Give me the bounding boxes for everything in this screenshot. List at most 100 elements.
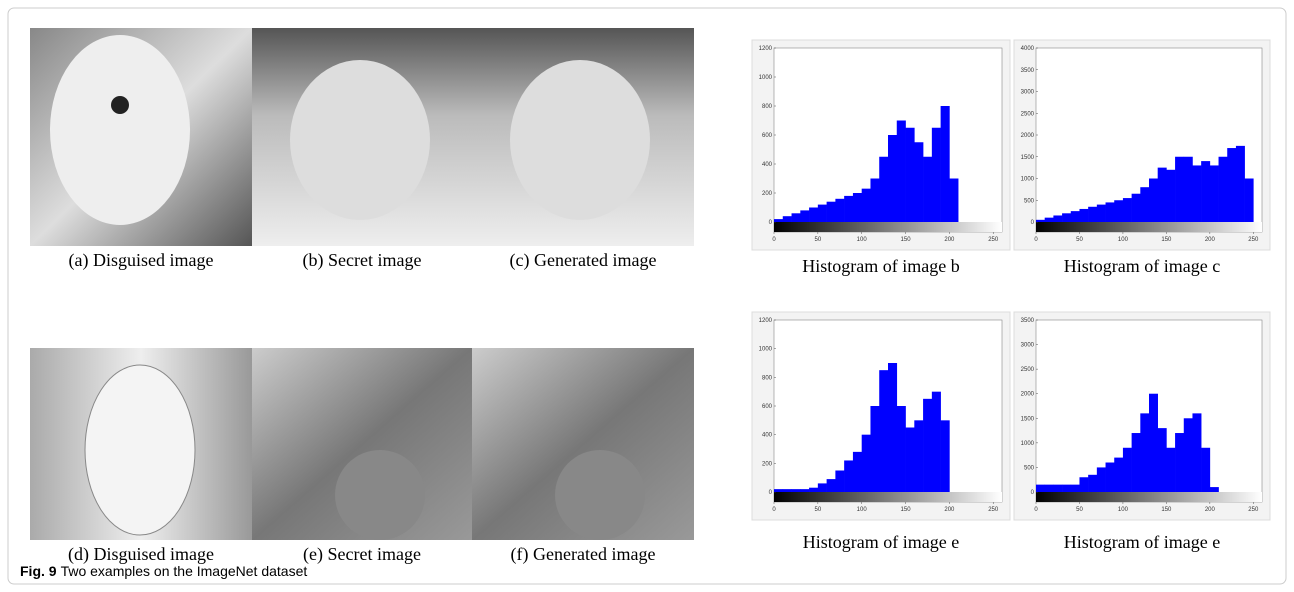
x-tick-label: 200 bbox=[1205, 507, 1216, 513]
histogram-bar bbox=[774, 219, 784, 222]
histogram-bar bbox=[1070, 484, 1080, 492]
x-tick-label: 0 bbox=[772, 507, 776, 513]
histogram-bar bbox=[1036, 484, 1045, 492]
histogram-bar bbox=[782, 216, 792, 222]
colorbar bbox=[774, 222, 1002, 232]
histogram-bar bbox=[844, 195, 854, 222]
panel-label: (d) Disguised image bbox=[68, 544, 214, 565]
y-tick-label: 3500 bbox=[1021, 68, 1035, 74]
x-tick-label: 150 bbox=[1161, 507, 1172, 513]
histogram-bar bbox=[923, 398, 933, 492]
histogram-bar bbox=[905, 127, 915, 222]
x-tick-label: 150 bbox=[1161, 237, 1172, 243]
histogram-bar bbox=[809, 207, 819, 222]
colorbar bbox=[1036, 222, 1262, 232]
x-tick-label: 0 bbox=[1034, 237, 1038, 243]
y-tick-label: 500 bbox=[1024, 198, 1035, 204]
x-tick-label: 200 bbox=[1205, 237, 1216, 243]
y-tick-label: 800 bbox=[762, 104, 773, 110]
histogram-bar bbox=[1053, 215, 1063, 222]
y-tick-label: 0 bbox=[769, 220, 773, 226]
histogram-bar bbox=[1149, 178, 1158, 222]
figure-label: Fig. 9 bbox=[20, 563, 57, 579]
histogram-bar bbox=[852, 451, 862, 492]
x-tick-label: 100 bbox=[857, 237, 868, 243]
histogram-bar bbox=[931, 127, 941, 222]
histogram-bar bbox=[835, 198, 845, 222]
histogram-bar bbox=[782, 489, 792, 492]
x-tick-label: 0 bbox=[772, 237, 776, 243]
panel-label: (a) Disguised image bbox=[69, 250, 214, 271]
y-tick-label: 2000 bbox=[1021, 392, 1035, 398]
histogram-bar bbox=[1044, 484, 1054, 492]
histogram-bar bbox=[791, 213, 801, 222]
histogram-bar bbox=[949, 178, 959, 222]
y-tick-label: 3500 bbox=[1021, 318, 1035, 324]
x-tick-label: 150 bbox=[901, 507, 912, 513]
x-tick-label: 0 bbox=[1034, 507, 1038, 513]
x-tick-label: 200 bbox=[944, 507, 955, 513]
histogram-bar bbox=[1209, 165, 1219, 222]
histogram-bar bbox=[1140, 413, 1150, 492]
histogram-bar bbox=[896, 406, 906, 492]
x-tick-label: 100 bbox=[1118, 507, 1129, 513]
histogram-caption: Histogram of image e bbox=[803, 532, 959, 552]
y-tick-label: 3000 bbox=[1021, 343, 1035, 349]
histogram-bar bbox=[923, 156, 933, 222]
histogram-bar bbox=[791, 489, 801, 492]
histogram-bar bbox=[1114, 457, 1124, 492]
histogram-bar bbox=[1044, 217, 1054, 222]
y-tick-label: 2000 bbox=[1021, 133, 1035, 139]
y-tick-label: 3000 bbox=[1021, 90, 1035, 96]
panel-label: (e) Secret image bbox=[303, 544, 421, 565]
y-tick-label: 500 bbox=[1024, 465, 1035, 471]
histogram-bar bbox=[1096, 467, 1106, 492]
histogram-bar bbox=[817, 483, 827, 492]
histogram-bar bbox=[817, 204, 827, 222]
histogram-bar bbox=[1114, 200, 1124, 222]
histogram-bar bbox=[1149, 393, 1158, 492]
x-tick-label: 250 bbox=[988, 507, 999, 513]
histogram-bar bbox=[1166, 447, 1176, 492]
x-tick-label: 50 bbox=[1076, 237, 1083, 243]
histogram-bar bbox=[1218, 156, 1228, 222]
y-tick-label: 1000 bbox=[759, 347, 773, 353]
panel-label: (f) Generated image bbox=[511, 544, 656, 565]
histogram-bar bbox=[940, 106, 950, 222]
y-tick-label: 2500 bbox=[1021, 111, 1035, 117]
y-tick-label: 0 bbox=[1031, 490, 1035, 496]
x-tick-label: 150 bbox=[901, 237, 912, 243]
colorbar bbox=[774, 492, 1002, 502]
histogram-bar bbox=[1244, 178, 1254, 222]
histogram-caption: Histogram of image e bbox=[1064, 532, 1220, 552]
histogram-bar bbox=[809, 487, 819, 492]
histogram-bar bbox=[1192, 413, 1202, 492]
y-tick-label: 800 bbox=[762, 375, 773, 381]
histogram-bar bbox=[879, 156, 889, 222]
x-tick-label: 250 bbox=[988, 237, 999, 243]
histogram-bar bbox=[1062, 484, 1072, 492]
histogram-bar bbox=[835, 470, 845, 492]
histogram-bar bbox=[1131, 433, 1141, 492]
histogram-bar bbox=[861, 188, 871, 222]
histogram-bar bbox=[774, 489, 784, 492]
y-tick-label: 2500 bbox=[1021, 367, 1035, 373]
y-tick-label: 1500 bbox=[1021, 155, 1035, 161]
figure-text: Two examples on the ImageNet dataset bbox=[61, 563, 308, 579]
histogram-bar bbox=[914, 142, 924, 222]
histogram-bar bbox=[1175, 156, 1185, 222]
histogram-bar bbox=[826, 479, 836, 492]
frame bbox=[7, 7, 1287, 585]
histogram-bar bbox=[800, 210, 810, 222]
x-tick-label: 250 bbox=[1248, 507, 1259, 513]
x-tick-label: 250 bbox=[1248, 237, 1259, 243]
x-tick-label: 50 bbox=[1076, 507, 1083, 513]
photo-shape bbox=[111, 96, 129, 114]
histogram-bar bbox=[1062, 213, 1072, 222]
histogram-bar bbox=[1192, 165, 1202, 222]
y-tick-label: 1000 bbox=[1021, 441, 1035, 447]
histogram-caption: Histogram of image b bbox=[802, 256, 959, 276]
histogram-bar bbox=[931, 391, 941, 492]
histogram-bar bbox=[896, 120, 906, 222]
